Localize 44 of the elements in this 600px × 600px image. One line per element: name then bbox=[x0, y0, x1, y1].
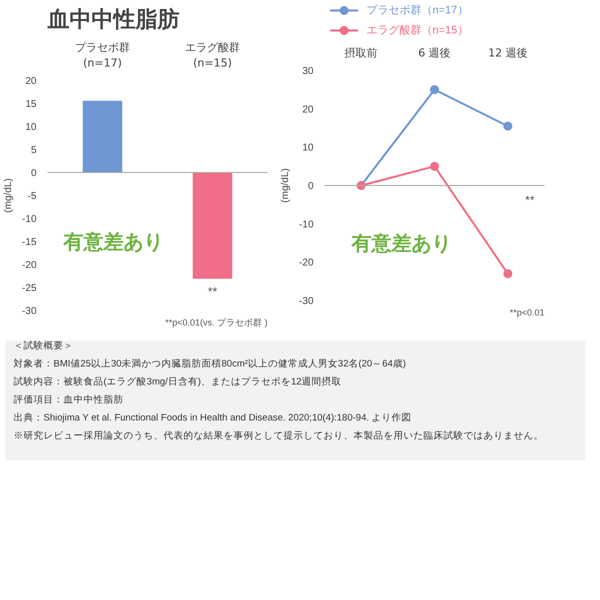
y-tick-label: -30 bbox=[299, 296, 314, 307]
text: 試験内容：被験食品(エラグ酸3mg/日含有)、またはプラセボを12週間摂取 bbox=[14, 376, 342, 388]
point bbox=[430, 85, 439, 94]
y-tick-label: 20 bbox=[25, 76, 37, 87]
y-tick-label: 0 bbox=[30, 168, 37, 179]
text: **p<0.01(vs. プラセボ群 ) bbox=[165, 318, 268, 328]
annotation: ** bbox=[525, 192, 535, 207]
source-note: 出典：Shiojima Y et al. Functional Foods in Health and Disease. 2020;10(4):180-94. より作図 bbox=[14, 412, 412, 424]
y-tick-label: 15 bbox=[25, 99, 37, 110]
y-tick-label: 10 bbox=[302, 142, 314, 154]
y-tick-label: -20 bbox=[299, 258, 314, 269]
y-tick-label: -15 bbox=[22, 237, 37, 248]
text: ※研究レビュー採用論文のうち、代表的な結果を事例として提示しており、本製品を用いた臨床試験ではありません。 bbox=[14, 430, 544, 442]
y-tick-label: -25 bbox=[22, 283, 37, 294]
x-tick-label: 6 週後 bbox=[418, 46, 451, 60]
y-tick-label: 0 bbox=[308, 181, 314, 192]
y-tick-label: 20 bbox=[302, 104, 314, 116]
legend-label: エラグ酸群（n=15） bbox=[366, 24, 468, 36]
x-tick-label: 摂取前 bbox=[344, 46, 378, 60]
x-tick-label: プラセボ群 (n=17) bbox=[75, 40, 130, 70]
chart-title: 血中中性脂肪 bbox=[46, 8, 180, 32]
legend-label: プラセボ群（n=17） bbox=[366, 4, 468, 16]
point bbox=[430, 162, 439, 171]
text: **p<0.01 bbox=[510, 308, 545, 318]
text: ＜試験概要＞ bbox=[14, 340, 74, 352]
y-tick-label: -30 bbox=[22, 306, 37, 317]
annotation: 有意差あり bbox=[62, 230, 164, 254]
y-axis-title: (mg/dL) bbox=[280, 168, 292, 203]
y-tick-label: -10 bbox=[22, 214, 37, 225]
y-tick-label: -5 bbox=[28, 191, 37, 202]
y-tick-label: 30 bbox=[302, 66, 314, 77]
y-tick-label: -20 bbox=[22, 260, 37, 271]
annotation: 有意差あり bbox=[350, 231, 452, 255]
annotation: ** bbox=[208, 284, 218, 298]
text: 対象者：BMI値25以上30未満かつ内臓脂肪面積80cm²以上の健常成人男女32名(20～64歳) bbox=[14, 358, 406, 370]
text: 評価項目：血中中性脂肪 bbox=[14, 394, 124, 406]
x-tick-label: エラグ酸群 (n=15) bbox=[185, 40, 240, 70]
y-tick-label: 5 bbox=[30, 145, 37, 156]
y-axis-title: (mg/dL) bbox=[3, 178, 14, 213]
y-tick-label: 10 bbox=[25, 122, 37, 133]
point bbox=[503, 122, 512, 131]
y-tick-label: -10 bbox=[299, 219, 314, 230]
point bbox=[503, 269, 512, 278]
x-tick-label: 12 週後 bbox=[488, 46, 528, 60]
